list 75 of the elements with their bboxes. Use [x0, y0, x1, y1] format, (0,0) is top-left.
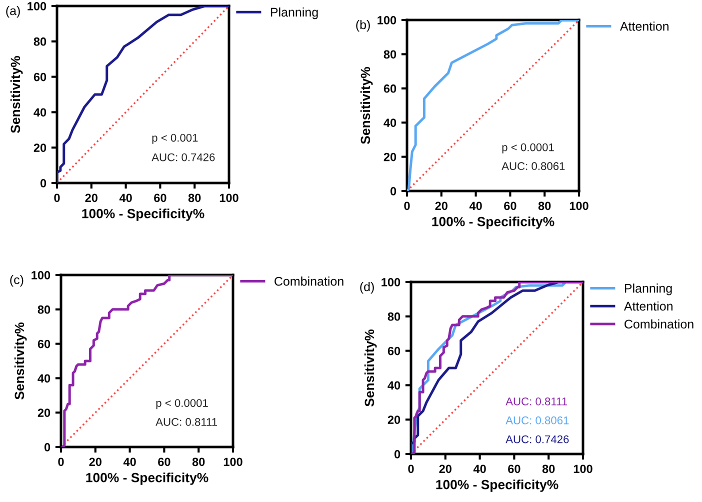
- y-tick-label: 80: [388, 312, 400, 321]
- annotation: p < 0.001: [152, 134, 198, 144]
- annotation: AUC: 0.8061: [506, 416, 569, 424]
- x-tick-label: 40: [119, 194, 132, 202]
- x-tick-label: 80: [188, 194, 201, 202]
- x-tick-label: 60: [154, 194, 166, 202]
- y-axis-title: Sensitivity%: [364, 329, 377, 406]
- x-tick-label: 20: [89, 458, 102, 466]
- x-tick-label: 40: [473, 464, 486, 474]
- annotation: AUC: 0.8111: [506, 398, 568, 406]
- x-tick-label: 20: [85, 194, 98, 202]
- y-tick-label: 100: [378, 16, 396, 24]
- y-tick-label: 100: [382, 278, 400, 286]
- y-tick-label: 0: [390, 187, 396, 196]
- y-tick-label: 60: [38, 340, 50, 348]
- x-tick-label: 100: [570, 202, 588, 210]
- y-tick-label: 60: [388, 346, 400, 356]
- annotation: p < 0.0001: [156, 399, 208, 410]
- y-axis-title: Sensitivity%: [14, 322, 27, 400]
- x-tick-label: 80: [542, 464, 555, 474]
- chart-title: (b): [356, 20, 370, 32]
- x-tick-label: 0: [404, 202, 410, 210]
- x-tick-label: 60: [158, 458, 170, 466]
- y-tick-label: 0: [40, 179, 46, 188]
- x-tick-label: 40: [469, 202, 482, 210]
- x-tick-label: 0: [408, 464, 414, 474]
- annotation: AUC: 0.7426: [506, 435, 569, 444]
- x-axis-title: 100% - Specificity%: [86, 472, 208, 485]
- y-tick-label: 60: [384, 84, 396, 93]
- y-tick-label: 100: [28, 2, 46, 10]
- x-tick-label: 0: [58, 458, 64, 466]
- annotation: p < 0.0001: [502, 143, 554, 154]
- y-axis-title: Sensitivity%: [360, 66, 373, 144]
- x-tick-label: 20: [435, 202, 448, 210]
- x-axis-title: 100% - Specificity%: [82, 208, 204, 221]
- x-axis-title: 100% - Specificity%: [436, 480, 558, 492]
- annotation: AUC: 0.8061: [502, 162, 565, 170]
- y-tick-label: 40: [388, 381, 400, 390]
- x-tick-label: 60: [508, 464, 520, 474]
- y-tick-label: 40: [34, 108, 46, 117]
- y-tick-label: 100: [32, 271, 50, 280]
- legend-label: Planning: [270, 7, 318, 20]
- x-tick-label: 100: [220, 194, 238, 202]
- x-tick-label: 0: [54, 194, 60, 202]
- x-tick-label: 100: [224, 458, 242, 466]
- y-tick-label: 40: [384, 118, 396, 127]
- chart-title: (d): [360, 282, 374, 294]
- y-tick-label: 80: [384, 50, 396, 59]
- y-tick-label: 20: [38, 408, 50, 417]
- y-tick-label: 0: [44, 443, 50, 452]
- chart-title: (a): [6, 6, 20, 18]
- annotation: AUC: 0.7426: [152, 153, 215, 162]
- x-tick-label: 80: [538, 202, 551, 210]
- chart-title: (c): [10, 275, 24, 287]
- y-tick-label: 20: [388, 416, 400, 424]
- y-tick-label: 80: [38, 305, 50, 314]
- y-tick-label: 20: [34, 144, 46, 152]
- legend-label: Attention: [620, 22, 668, 31]
- x-tick-label: 80: [192, 458, 205, 466]
- y-tick-label: 80: [34, 37, 46, 46]
- x-tick-label: 60: [504, 202, 516, 210]
- x-axis-title: 100% - Specificity%: [432, 216, 554, 229]
- y-tick-label: 0: [394, 450, 400, 458]
- x-tick-label: 40: [123, 458, 136, 466]
- legend-label: Combination: [624, 319, 694, 329]
- legend-label: Planning: [624, 284, 672, 296]
- y-tick-label: 60: [34, 72, 46, 82]
- y-tick-label: 40: [38, 374, 50, 383]
- x-tick-label: 100: [574, 464, 592, 474]
- y-axis-title: Sensitivity%: [10, 56, 23, 133]
- x-tick-label: 20: [439, 464, 452, 474]
- annotation: AUC: 0.8111: [156, 418, 218, 426]
- legend-label: Attention: [624, 301, 672, 311]
- y-tick-label: 20: [384, 152, 396, 162]
- legend-label: Combination: [274, 276, 344, 286]
